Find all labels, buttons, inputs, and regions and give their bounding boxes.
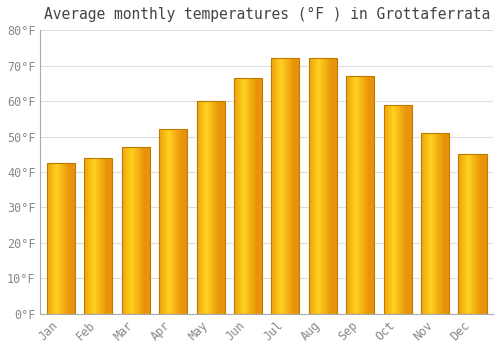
- Bar: [47, 163, 75, 314]
- Bar: [421, 133, 449, 314]
- Bar: [458, 154, 486, 314]
- Bar: [159, 130, 187, 314]
- Bar: [346, 76, 374, 314]
- Bar: [384, 105, 411, 314]
- Bar: [122, 147, 150, 314]
- Bar: [309, 58, 337, 314]
- Bar: [234, 78, 262, 314]
- Bar: [272, 58, 299, 314]
- Title: Average monthly temperatures (°F ) in Grottaferrata: Average monthly temperatures (°F ) in Gr…: [44, 7, 490, 22]
- Bar: [196, 101, 224, 314]
- Bar: [84, 158, 112, 314]
